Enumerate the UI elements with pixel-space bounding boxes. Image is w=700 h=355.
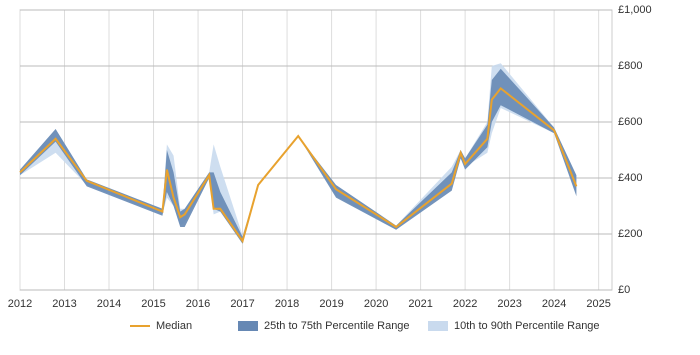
y-tick-label: £200 <box>618 228 642 240</box>
x-tick-label: 2017 <box>230 298 254 310</box>
x-tick-label: 2025 <box>586 298 610 310</box>
x-tick-label: 2023 <box>497 298 521 310</box>
y-tick-label: £1,000 <box>618 4 652 16</box>
legend-label: 10th to 90th Percentile Range <box>454 320 600 332</box>
y-tick-label: £800 <box>618 60 642 72</box>
x-tick-label: 2016 <box>186 298 210 310</box>
x-tick-label: 2022 <box>453 298 477 310</box>
x-tick-label: 2021 <box>408 298 432 310</box>
legend-swatch <box>238 321 258 331</box>
x-tick-label: 2015 <box>141 298 165 310</box>
y-tick-label: £0 <box>618 284 630 296</box>
x-tick-label: 2013 <box>52 298 76 310</box>
legend-swatch <box>428 321 448 331</box>
x-tick-label: 2019 <box>319 298 343 310</box>
y-tick-label: £600 <box>618 116 642 128</box>
x-tick-label: 2024 <box>542 298 566 310</box>
y-tick-label: £400 <box>618 172 642 184</box>
x-tick-label: 2020 <box>364 298 388 310</box>
x-tick-label: 2014 <box>97 298 121 310</box>
legend-label: 25th to 75th Percentile Range <box>264 320 410 332</box>
plot-area <box>19 9 613 291</box>
x-tick-label: 2012 <box>8 298 32 310</box>
legend-label: Median <box>156 320 192 332</box>
percentile-band <box>20 68 577 244</box>
x-tick-label: 2018 <box>275 298 299 310</box>
median-line <box>19 86 578 244</box>
